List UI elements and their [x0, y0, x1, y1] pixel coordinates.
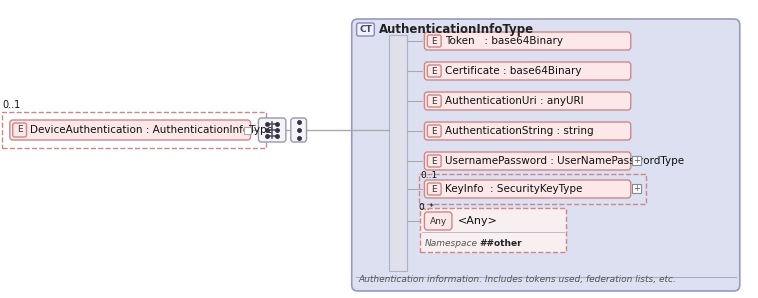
Bar — [631, 156, 641, 165]
Text: AuthenticationUri : anyURI: AuthenticationUri : anyURI — [445, 96, 584, 106]
FancyBboxPatch shape — [424, 122, 631, 140]
FancyBboxPatch shape — [13, 123, 27, 137]
Text: AuthenticationString : string: AuthenticationString : string — [445, 126, 594, 136]
Bar — [389, 35, 407, 271]
FancyBboxPatch shape — [428, 35, 441, 47]
FancyBboxPatch shape — [424, 62, 631, 80]
Bar — [631, 184, 641, 193]
Text: <Any>: <Any> — [458, 216, 498, 226]
Text: Token   : base64Binary: Token : base64Binary — [445, 36, 563, 46]
FancyBboxPatch shape — [428, 155, 441, 167]
Bar — [243, 127, 251, 134]
Text: E: E — [431, 36, 437, 46]
Text: E: E — [431, 97, 437, 105]
FancyBboxPatch shape — [291, 118, 306, 142]
Text: UsernamePassword : UserNamePasswordType: UsernamePassword : UserNamePasswordType — [445, 156, 684, 166]
Text: 0..*: 0..* — [418, 204, 434, 212]
Text: CT: CT — [359, 25, 372, 34]
FancyBboxPatch shape — [428, 125, 441, 137]
FancyBboxPatch shape — [424, 180, 631, 198]
Text: Authentication information. Includes tokens used, federation lists, etc.: Authentication information. Includes tok… — [359, 275, 676, 284]
Bar — [418, 174, 647, 204]
Bar — [2, 112, 266, 148]
FancyBboxPatch shape — [424, 32, 631, 50]
Text: DeviceAuthentication : AuthenticationInfoType: DeviceAuthentication : AuthenticationInf… — [30, 125, 274, 135]
Text: Certificate : base64Binary: Certificate : base64Binary — [445, 66, 581, 76]
FancyBboxPatch shape — [428, 95, 441, 107]
FancyBboxPatch shape — [356, 23, 374, 36]
Text: E: E — [431, 66, 437, 75]
FancyBboxPatch shape — [352, 19, 740, 291]
Text: Namespace: Namespace — [424, 238, 478, 248]
FancyBboxPatch shape — [258, 118, 286, 142]
Text: +: + — [633, 184, 640, 193]
FancyBboxPatch shape — [10, 120, 251, 140]
Text: 0..1: 0..1 — [421, 172, 437, 181]
Text: ##other: ##other — [480, 238, 522, 248]
Text: E: E — [431, 156, 437, 165]
Text: 0..1: 0..1 — [2, 100, 20, 110]
FancyBboxPatch shape — [424, 92, 631, 110]
Text: Any: Any — [430, 217, 446, 226]
Text: KeyInfo  : SecurityKeyType: KeyInfo : SecurityKeyType — [445, 184, 582, 194]
Text: E: E — [431, 184, 437, 193]
FancyBboxPatch shape — [428, 65, 441, 77]
FancyBboxPatch shape — [424, 152, 631, 170]
FancyBboxPatch shape — [424, 212, 452, 230]
Text: +: + — [633, 156, 640, 165]
FancyBboxPatch shape — [428, 183, 441, 195]
Text: AuthenticationInfoType: AuthenticationInfoType — [379, 23, 534, 36]
Text: E: E — [431, 126, 437, 136]
Text: E: E — [17, 125, 23, 134]
Bar — [421, 208, 566, 252]
